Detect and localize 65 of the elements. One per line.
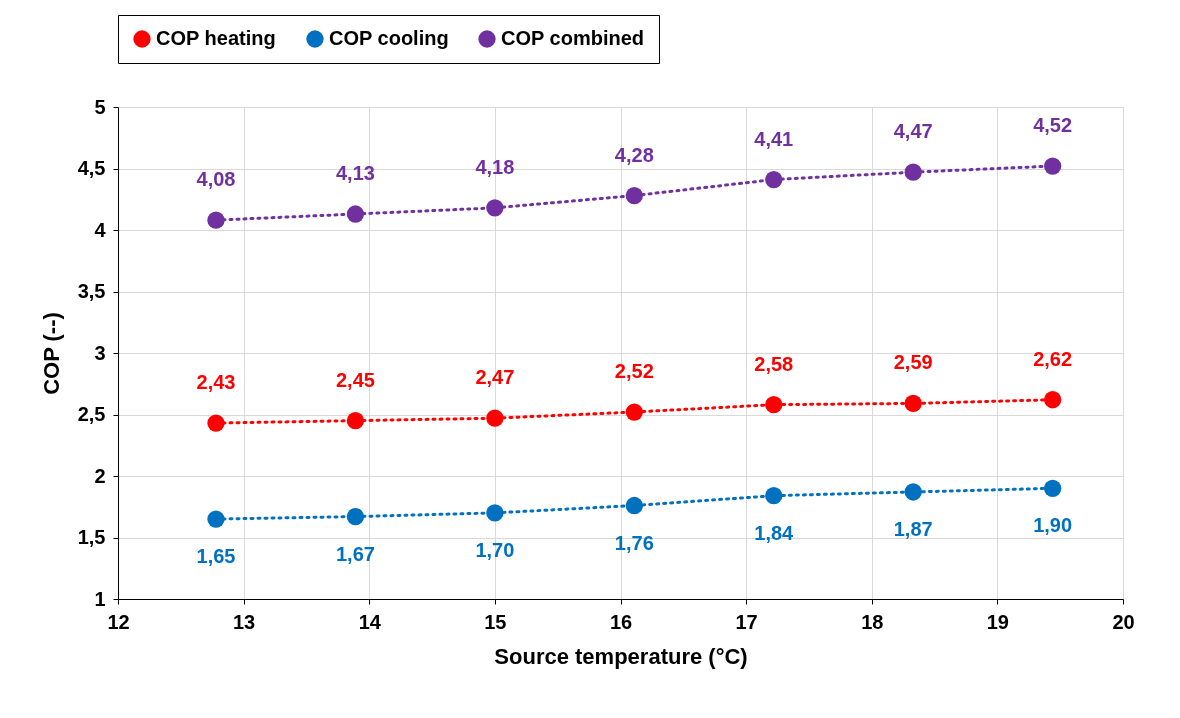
x-tick-label: 19 (986, 610, 1009, 633)
data-label: 1,76 (614, 531, 654, 554)
data-label: 2,43 (196, 371, 236, 394)
data-label: 2,58 (754, 352, 794, 375)
y-tick-label: 2 (94, 464, 106, 487)
data-label: 1,67 (335, 542, 375, 565)
point (207, 510, 225, 528)
data-label: 2,45 (335, 368, 375, 391)
data-label: 4,47 (893, 120, 933, 143)
data-label: 2,59 (893, 351, 933, 374)
point (904, 394, 922, 413)
point (486, 199, 504, 217)
x-tick-label: 20 (1112, 610, 1135, 633)
data-label: 1,90 (1033, 514, 1073, 537)
point (346, 507, 365, 526)
point (346, 412, 365, 430)
point (765, 396, 783, 414)
point (1043, 391, 1062, 409)
x-tick-label: 17 (735, 610, 758, 633)
x-tick-label: 14 (358, 610, 382, 633)
x-tick-label: 12 (107, 610, 130, 633)
y-tick-label: 4 (94, 218, 107, 241)
y-tick-label: 1,5 (77, 526, 106, 548)
point (765, 170, 783, 189)
y-tick-label: 2,5 (77, 403, 106, 425)
data-label: 2,47 (475, 366, 515, 389)
data-label: 2,52 (614, 360, 654, 383)
data-label: 4,28 (614, 143, 654, 166)
legend-label: COP combined (501, 27, 644, 49)
y-tick-label: 3,5 (77, 280, 106, 302)
data-label: 1,87 (893, 517, 933, 540)
y-tick-label: 3 (94, 341, 106, 364)
legend-label: COP cooling (329, 27, 449, 49)
y-tick-label: 5 (94, 95, 106, 118)
y-tick-label: 4,5 (77, 157, 106, 179)
y-axis-title: COP (--) (38, 312, 64, 395)
point (486, 504, 504, 522)
point (207, 211, 225, 229)
data-label: 4,52 (1033, 114, 1073, 137)
point (904, 483, 922, 501)
x-tick-label: 15 (484, 610, 507, 633)
legend-label: COP heating (156, 27, 276, 49)
point (486, 409, 504, 427)
point (765, 487, 783, 505)
data-label: 4,41 (754, 127, 794, 150)
point (625, 186, 643, 205)
data-label: 4,13 (335, 162, 375, 185)
point (346, 205, 365, 223)
data-label: 4,18 (475, 155, 515, 178)
data-label: 1,84 (754, 521, 795, 544)
point (1043, 479, 1062, 497)
x-tick-label: 18 (861, 610, 884, 633)
x-tick-label: 13 (233, 610, 256, 633)
point (625, 403, 643, 421)
point (207, 414, 225, 432)
data-label: 1,70 (475, 538, 515, 561)
point (904, 163, 922, 181)
point (625, 496, 643, 515)
data-label: 1,65 (196, 545, 236, 568)
x-tick-label: 16 (609, 610, 633, 633)
data-label: 4,08 (196, 168, 236, 191)
y-tick-label: 1 (94, 587, 106, 610)
x-axis-title: Source temperature (°C) (494, 643, 748, 669)
data-label: 2,62 (1033, 347, 1073, 370)
point (1043, 157, 1062, 175)
